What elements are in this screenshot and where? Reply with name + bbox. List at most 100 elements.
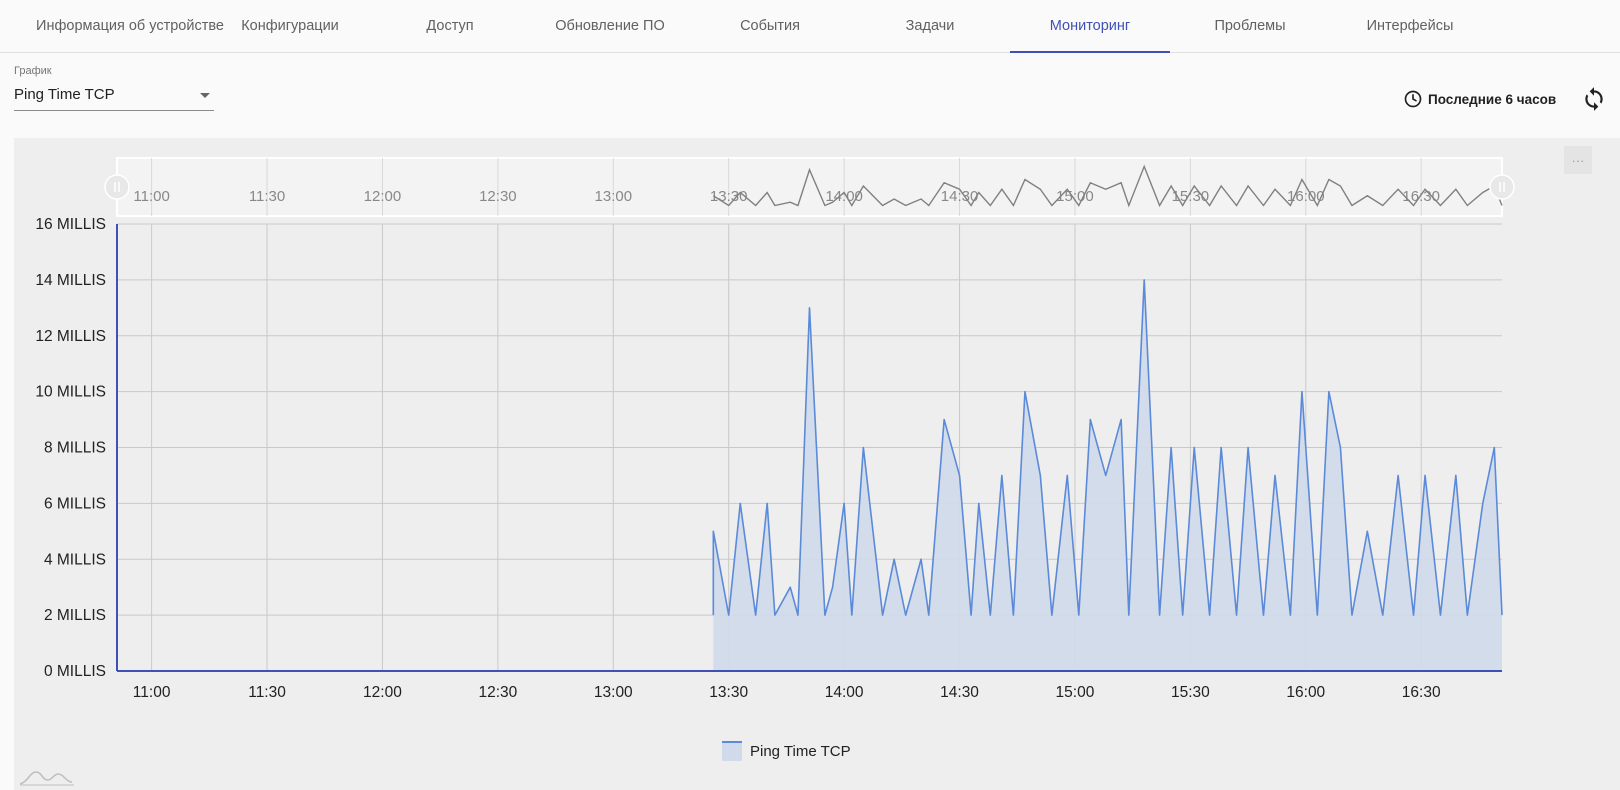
data-point[interactable] [711, 529, 716, 534]
data-point[interactable] [1480, 501, 1485, 506]
overview-strip[interactable] [116, 157, 1503, 217]
data-point[interactable] [969, 613, 974, 618]
data-point[interactable] [772, 613, 777, 618]
data-point[interactable] [738, 501, 743, 506]
data-point[interactable] [726, 613, 731, 618]
x-tick-label: 14:30 [940, 684, 979, 701]
series-line-ping-time-tcp[interactable] [712, 279, 1503, 616]
overview-series-line [712, 164, 1503, 208]
data-point[interactable] [1142, 277, 1147, 282]
data-point[interactable] [1088, 417, 1093, 422]
data-point[interactable] [795, 613, 800, 618]
data-point[interactable] [1273, 473, 1278, 478]
x-tick-label: 13:30 [709, 684, 748, 701]
data-point[interactable] [1288, 613, 1293, 618]
data-point[interactable] [1234, 613, 1239, 618]
data-point[interactable] [1169, 445, 1174, 450]
data-point[interactable] [957, 473, 962, 478]
data-point[interactable] [1315, 613, 1320, 618]
data-point[interactable] [976, 501, 981, 506]
tab-7[interactable]: Мониторинг [1010, 0, 1170, 53]
clock-icon [1404, 90, 1422, 108]
data-point[interactable] [1423, 473, 1428, 478]
y-tick-label: 4 MILLIS [44, 551, 106, 568]
overview-tick-label: 14:30 [941, 188, 979, 205]
data-point[interactable] [842, 501, 847, 506]
data-point[interactable] [926, 613, 931, 618]
y-tick-label: 0 MILLIS [44, 663, 106, 680]
y-tick-label: 6 MILLIS [44, 495, 106, 512]
data-point[interactable] [1192, 445, 1197, 450]
data-point[interactable] [1103, 473, 1108, 478]
data-point[interactable] [830, 585, 835, 590]
data-point[interactable] [1038, 473, 1043, 478]
time-range-button[interactable]: Последние 6 часов [1403, 87, 1556, 111]
data-point[interactable] [942, 417, 947, 422]
overview-tick-label: 12:30 [479, 188, 517, 205]
data-point[interactable] [1326, 389, 1331, 394]
chart-menu-button[interactable]: ··· [1564, 146, 1592, 174]
data-point[interactable] [1119, 417, 1124, 422]
ping-time-chart[interactable]: 0 MILLIS 2 MILLIS 4 MILLIS 6 MILLIS 8 MILLIS… [14, 138, 1620, 790]
data-point[interactable] [1492, 445, 1497, 450]
data-point[interactable] [1011, 613, 1016, 618]
tab-5[interactable]: События [740, 18, 800, 34]
range-handle-right[interactable] [1489, 174, 1515, 200]
tab-4[interactable]: Обновление ПО [555, 18, 665, 34]
data-point[interactable] [1261, 613, 1266, 618]
tab-2[interactable]: Конфигурации [241, 18, 339, 34]
data-point[interactable] [1022, 389, 1027, 394]
data-point[interactable] [1349, 613, 1354, 618]
range-handle-left[interactable] [104, 174, 130, 200]
overview-tick-label: 11:00 [133, 188, 169, 205]
data-point[interactable] [1411, 613, 1416, 618]
data-point[interactable] [807, 305, 812, 310]
data-point[interactable] [1065, 473, 1070, 478]
data-point[interactable] [1246, 445, 1251, 450]
data-point[interactable] [788, 585, 793, 590]
data-point[interactable] [1157, 613, 1162, 618]
data-point[interactable] [1453, 473, 1458, 478]
data-point[interactable] [1365, 529, 1370, 534]
tab-bar: Информация об устройстве Конфигурации Дост… [0, 0, 1620, 53]
data-point[interactable] [880, 613, 885, 618]
data-point[interactable] [1380, 613, 1385, 618]
tab-3[interactable]: Доступ [426, 18, 474, 34]
data-point[interactable] [753, 613, 758, 618]
data-point[interactable] [1126, 613, 1131, 618]
tab-1[interactable]: Информация об устройстве [36, 18, 224, 34]
tab-6[interactable]: Задачи [905, 18, 955, 34]
tab-8[interactable]: Проблемы [1214, 18, 1286, 34]
data-point[interactable] [919, 557, 924, 562]
data-point[interactable] [999, 473, 1004, 478]
data-point[interactable] [1500, 613, 1505, 618]
data-point[interactable] [1180, 613, 1185, 618]
data-point[interactable] [861, 445, 866, 450]
data-point[interactable] [1438, 613, 1443, 618]
x-tick-label: 15:30 [1171, 684, 1210, 701]
y-tick-label: 12 MILLIS [35, 328, 106, 345]
data-point[interactable] [849, 613, 854, 618]
y-tick-label: 16 MILLIS [35, 216, 106, 233]
data-point[interactable] [1299, 389, 1304, 394]
graph-select[interactable]: График Ping Time TCP [14, 64, 214, 111]
data-point[interactable] [988, 613, 993, 618]
data-point[interactable] [765, 501, 770, 506]
data-point[interactable] [1207, 613, 1212, 618]
data-point[interactable] [1338, 445, 1343, 450]
data-point[interactable] [892, 557, 897, 562]
legend-item-ping-time-tcp[interactable]: Ping Time TCP [722, 741, 851, 761]
data-point[interactable] [1465, 613, 1470, 618]
data-point[interactable] [822, 613, 827, 618]
graph-select-value[interactable]: Ping Time TCP [14, 84, 214, 111]
data-point[interactable] [1396, 473, 1401, 478]
tab-9[interactable]: Интерфейсы [1366, 18, 1454, 34]
y-tick-label: 8 MILLIS [44, 440, 106, 457]
refresh-icon[interactable] [1581, 86, 1607, 112]
overview-tick-label: 12:00 [364, 188, 402, 205]
data-point[interactable] [1219, 445, 1224, 450]
data-point[interactable] [1076, 613, 1081, 618]
data-point[interactable] [903, 613, 908, 618]
data-point[interactable] [1049, 613, 1054, 618]
overview-tick-label: 15:00 [1056, 188, 1094, 205]
